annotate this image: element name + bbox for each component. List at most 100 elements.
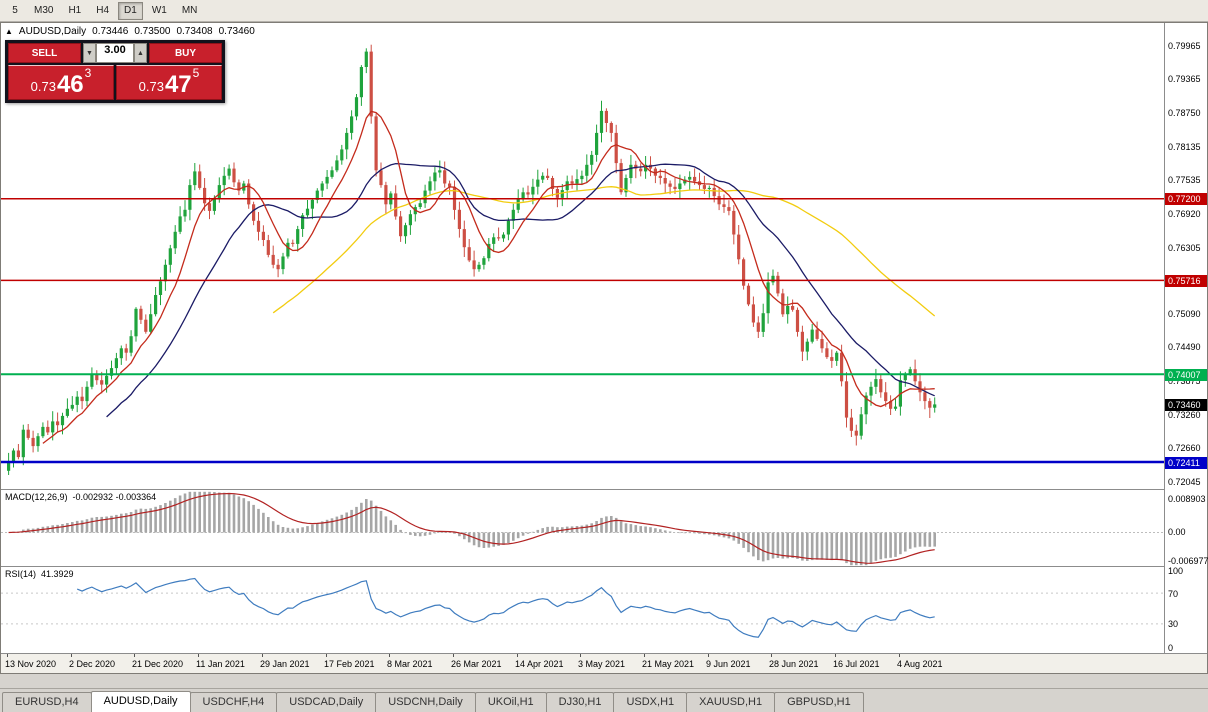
- axis-tick-label: 0.75090: [1168, 309, 1201, 319]
- time-axis-label: 9 Jun 2021: [706, 659, 751, 669]
- time-axis-tick: [708, 654, 709, 657]
- time-axis-label: 28 Jun 2021: [769, 659, 819, 669]
- price-badge: 0.77200: [1165, 193, 1207, 205]
- timeframe-button-m30[interactable]: M30: [28, 2, 59, 20]
- timeframe-button-5[interactable]: 5: [5, 2, 25, 20]
- sell-price-big: 46: [56, 71, 84, 98]
- ohlc-open: 0.73446: [92, 26, 129, 37]
- axis-tick-label: 0.76305: [1168, 243, 1201, 253]
- time-axis-label: 8 Mar 2021: [387, 659, 433, 669]
- axis-tick-label: 0.00: [1168, 527, 1186, 537]
- axis-tick-label: 0.72660: [1168, 443, 1201, 453]
- chart-tab-audusd[interactable]: AUDUSD,Daily: [90, 691, 191, 712]
- chart-tab-usdx[interactable]: USDX,H1: [613, 692, 688, 712]
- buy-button[interactable]: BUY: [149, 43, 222, 63]
- axis-tick-label: 0.73260: [1168, 410, 1201, 420]
- timeframe-button-h4[interactable]: H4: [90, 2, 115, 20]
- buy-price-sup: 5: [192, 66, 200, 80]
- rsi-label: RSI(14) 41.3929: [5, 569, 74, 579]
- price-badge: 0.72411: [1165, 457, 1207, 469]
- chart-symbol-label: AUDUSD,Daily: [18, 26, 87, 37]
- chart-tab-bar: EURUSD,H4 AUDUSD,Daily USDCHF,H4 USDCAD,Dai…: [0, 688, 1208, 712]
- time-axis[interactable]: 13 Nov 2020 2 Dec 2020 21 Dec 2020 11 Jan 2…: [1, 653, 1207, 673]
- time-axis-tick: [771, 654, 772, 657]
- time-axis-label: 17 Feb 2021: [324, 659, 375, 669]
- one-click-trading-panel: SELL ▼ 3.00 ▲ BUY 0.73 46 3: [5, 40, 225, 103]
- ohlc-close: 0.73460: [218, 26, 255, 37]
- axis-tick-label: -0.006977: [1168, 556, 1208, 566]
- macd-name: MACD(12,26,9): [5, 492, 68, 502]
- sell-price-button[interactable]: 0.73 46 3: [8, 65, 114, 100]
- timeframe-toolbar: 5 M30 H1 H4 D1 W1 MN: [0, 0, 1208, 22]
- candlestick-chart[interactable]: [1, 23, 1164, 489]
- volume-stepper: ▼ 3.00 ▲: [83, 43, 147, 63]
- ohlc-high: 0.73500: [134, 26, 171, 37]
- one-click-panel-toggle-icon[interactable]: ▲: [5, 27, 13, 36]
- time-axis-label: 21 May 2021: [642, 659, 695, 669]
- axis-tick-label: 0: [1168, 643, 1174, 653]
- time-axis-label: 13 Nov 2020: [5, 659, 57, 669]
- chart-tab-xauusd[interactable]: XAUUSD,H1: [686, 692, 776, 712]
- chart-tab-usdchf[interactable]: USDCHF,H4: [189, 692, 278, 712]
- axis-tick-label: 0.73875: [1168, 376, 1201, 386]
- rsi-chart[interactable]: [1, 567, 1164, 652]
- time-axis-tick: [835, 654, 836, 657]
- time-axis-label: 3 May 2021: [578, 659, 626, 669]
- macd-indicator-panel[interactable]: MACD(12,26,9) -0.002932 -0.003364: [1, 489, 1164, 566]
- axis-tick-label: 0.74490: [1168, 342, 1201, 352]
- sell-price-sup: 3: [84, 66, 92, 80]
- time-axis-label: 2 Dec 2020: [69, 659, 116, 669]
- buy-price-big: 47: [164, 71, 192, 98]
- macd-values: -0.002932 -0.003364: [72, 492, 157, 502]
- volume-increase-button[interactable]: ▲: [134, 43, 147, 63]
- timeframe-button-w1[interactable]: W1: [146, 2, 173, 20]
- time-axis-label: 16 Jul 2021: [833, 659, 880, 669]
- time-axis-tick: [7, 654, 8, 657]
- timeframe-button-h1[interactable]: H1: [62, 2, 87, 20]
- time-axis-tick: [262, 654, 263, 657]
- axis-tick-label: 30: [1168, 619, 1179, 629]
- axis-tick-label: 0.76920: [1168, 209, 1201, 219]
- price-badge: 0.75716: [1165, 275, 1207, 287]
- time-axis-tick: [453, 654, 454, 657]
- price-badge: 0.73460: [1165, 399, 1207, 411]
- axis-tick-label: 0.79365: [1168, 74, 1201, 84]
- time-axis-label: 4 Aug 2021: [897, 659, 943, 669]
- time-axis-tick: [899, 654, 900, 657]
- time-axis-tick: [517, 654, 518, 657]
- buy-price-prefix: 0.73: [138, 79, 164, 94]
- main-chart-panel[interactable]: ▲ AUDUSD,Daily 0.73446 0.73500 0.73408 0…: [1, 23, 1164, 489]
- time-axis-tick: [644, 654, 645, 657]
- axis-tick-label: 0.72045: [1168, 477, 1201, 487]
- rsi-value: 41.3929: [41, 569, 74, 579]
- chart-window: ▲ AUDUSD,Daily 0.73446 0.73500 0.73408 0…: [0, 22, 1208, 674]
- sell-price-prefix: 0.73: [30, 79, 56, 94]
- chart-tab-dj30[interactable]: DJ30,H1: [545, 692, 615, 712]
- time-axis-label: 11 Jan 2021: [196, 659, 245, 669]
- chart-tab-usdcad[interactable]: USDCAD,Daily: [276, 692, 377, 712]
- time-axis-tick: [389, 654, 390, 657]
- sell-button[interactable]: SELL: [8, 43, 81, 63]
- rsi-indicator-panel[interactable]: RSI(14) 41.3929: [1, 566, 1164, 651]
- timeframe-button-mn[interactable]: MN: [176, 2, 204, 20]
- chart-tab-ukoil[interactable]: UKOil,H1: [474, 692, 547, 712]
- time-axis-tick: [71, 654, 72, 657]
- macd-label: MACD(12,26,9) -0.002932 -0.003364: [5, 492, 156, 502]
- chart-tab-usdcnh[interactable]: USDCNH,Daily: [375, 692, 476, 712]
- time-axis-tick: [326, 654, 327, 657]
- time-axis-label: 29 Jan 2021: [260, 659, 310, 669]
- macd-chart[interactable]: [1, 490, 1164, 567]
- buy-price-button[interactable]: 0.73 47 5: [116, 65, 222, 100]
- volume-input[interactable]: 3.00: [96, 43, 134, 63]
- timeframe-button-d1[interactable]: D1: [118, 1, 143, 20]
- volume-decrease-button[interactable]: ▼: [83, 43, 96, 63]
- price-axis[interactable]: 0.79965 0.79365 0.78750 0.78135 0.77535 0.769…: [1164, 23, 1208, 653]
- chart-header: ▲ AUDUSD,Daily 0.73446 0.73500 0.73408 0…: [5, 26, 255, 37]
- time-axis-tick: [198, 654, 199, 657]
- status-strip: [0, 674, 1208, 688]
- chart-tab-eurusd[interactable]: EURUSD,H4: [2, 692, 92, 712]
- chart-tab-gbpusd[interactable]: GBPUSD,H1: [774, 692, 864, 712]
- time-axis-label: 26 Mar 2021: [451, 659, 502, 669]
- ohlc-low: 0.73408: [176, 26, 213, 37]
- axis-tick-label: 0.79965: [1168, 41, 1201, 51]
